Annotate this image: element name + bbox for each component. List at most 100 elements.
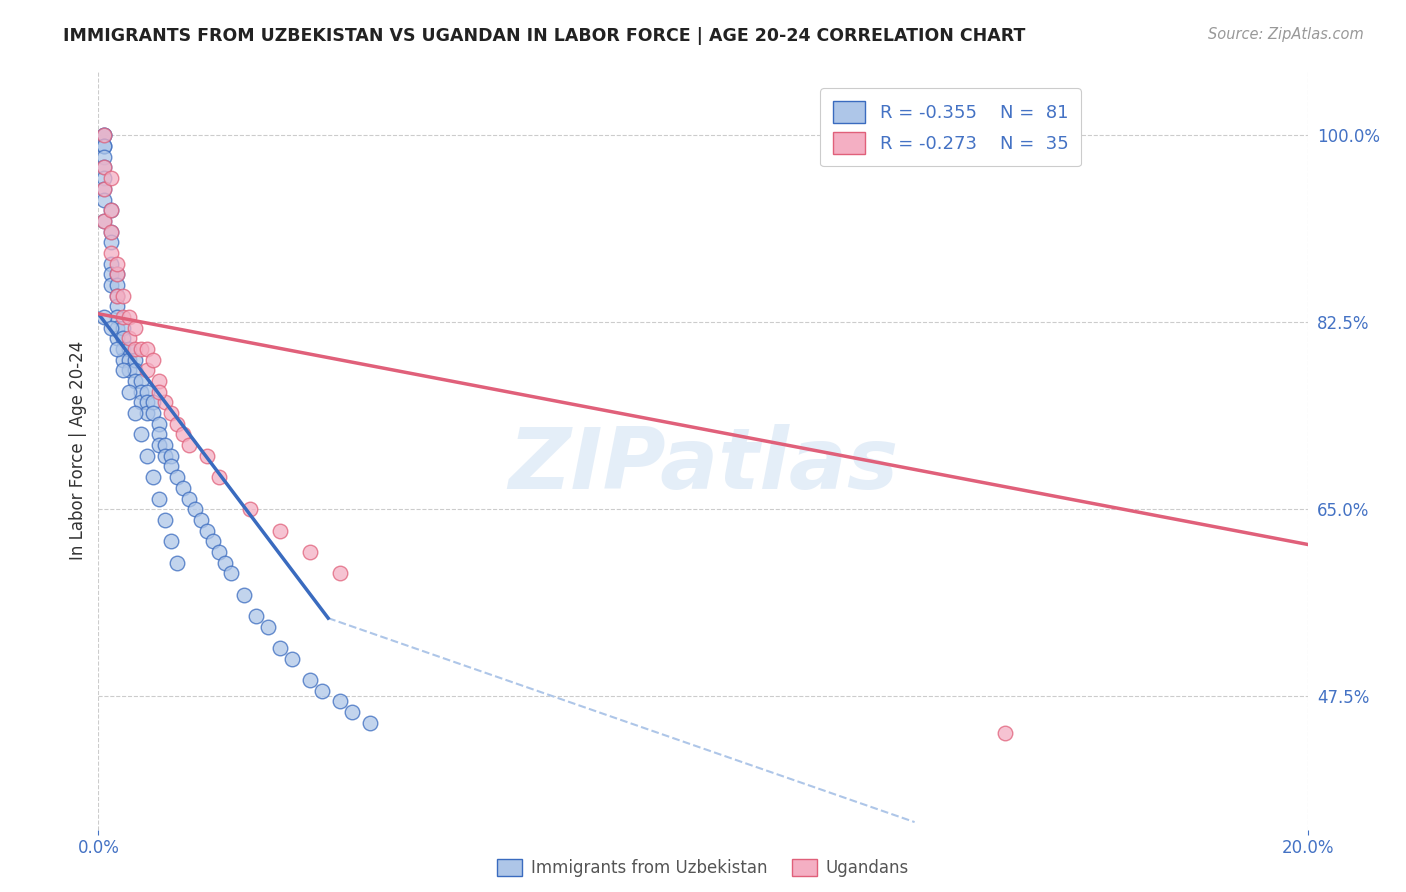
Point <box>142 395 165 409</box>
Point <box>93 161 115 175</box>
Point <box>93 171 115 186</box>
Point <box>100 246 122 260</box>
Point <box>172 481 194 495</box>
Point <box>994 726 1017 740</box>
Point <box>153 438 176 452</box>
Point <box>93 161 115 175</box>
Point <box>105 342 128 356</box>
Point <box>118 310 141 324</box>
Point <box>93 128 115 143</box>
Point <box>105 267 128 281</box>
Point <box>93 182 115 196</box>
Point <box>135 406 157 420</box>
Point <box>142 352 165 367</box>
Point <box>166 417 188 431</box>
Point <box>299 673 322 687</box>
Point <box>100 235 122 250</box>
Point <box>269 524 291 538</box>
Point <box>118 331 141 345</box>
Point <box>202 534 225 549</box>
Point <box>148 417 170 431</box>
Legend: R = -0.355    N =  81, R = -0.273    N =  35: R = -0.355 N = 81, R = -0.273 N = 35 <box>820 88 1081 166</box>
Text: IMMIGRANTS FROM UZBEKISTAN VS UGANDAN IN LABOR FORCE | AGE 20-24 CORRELATION CHA: IMMIGRANTS FROM UZBEKISTAN VS UGANDAN IN… <box>63 27 1025 45</box>
Point <box>129 427 152 442</box>
Point <box>93 139 115 153</box>
Point <box>100 171 122 186</box>
Point <box>214 556 236 570</box>
Point <box>142 470 165 484</box>
Point <box>135 363 157 377</box>
Point <box>232 588 254 602</box>
Point <box>245 609 267 624</box>
Point <box>148 438 170 452</box>
Point <box>160 406 183 420</box>
Point <box>329 566 352 581</box>
Point <box>195 449 218 463</box>
Point <box>142 406 165 420</box>
Point <box>124 320 146 334</box>
Point <box>160 459 183 474</box>
Point <box>256 620 278 634</box>
Point <box>100 277 122 292</box>
Point <box>105 288 128 302</box>
Point <box>118 342 141 356</box>
Point <box>100 225 122 239</box>
Point <box>129 384 152 399</box>
Point <box>148 384 170 399</box>
Point <box>118 384 141 399</box>
Point <box>299 545 322 559</box>
Point <box>93 182 115 196</box>
Point <box>129 395 152 409</box>
Point <box>281 651 304 665</box>
Point <box>124 363 146 377</box>
Point <box>153 449 176 463</box>
Point <box>269 640 291 655</box>
Point <box>111 320 134 334</box>
Point <box>105 288 128 302</box>
Point <box>124 374 146 388</box>
Point <box>239 502 262 516</box>
Point <box>111 363 134 377</box>
Point <box>111 342 134 356</box>
Point <box>195 524 218 538</box>
Point <box>111 352 134 367</box>
Point <box>93 214 115 228</box>
Point <box>124 406 146 420</box>
Point <box>105 267 128 281</box>
Point <box>100 320 122 334</box>
Point <box>93 310 115 324</box>
Point <box>105 299 128 313</box>
Point <box>93 193 115 207</box>
Point <box>118 352 141 367</box>
Point <box>135 384 157 399</box>
Point <box>190 513 212 527</box>
Point <box>172 427 194 442</box>
Point <box>129 342 152 356</box>
Point <box>124 342 146 356</box>
Point <box>135 342 157 356</box>
Point <box>118 363 141 377</box>
Y-axis label: In Labor Force | Age 20-24: In Labor Force | Age 20-24 <box>69 341 87 560</box>
Point <box>221 566 243 581</box>
Point <box>311 683 333 698</box>
Point <box>111 288 134 302</box>
Point <box>160 449 183 463</box>
Point <box>105 320 128 334</box>
Text: Source: ZipAtlas.com: Source: ZipAtlas.com <box>1208 27 1364 42</box>
Point <box>124 352 146 367</box>
Point <box>208 545 231 559</box>
Point <box>93 139 115 153</box>
Point <box>111 331 134 345</box>
Point <box>148 427 170 442</box>
Point <box>100 203 122 218</box>
Point <box>93 150 115 164</box>
Point <box>105 331 128 345</box>
Point <box>184 502 207 516</box>
Point <box>179 491 201 506</box>
Point <box>360 715 382 730</box>
Point <box>153 513 176 527</box>
Point <box>100 256 122 270</box>
Point <box>166 556 188 570</box>
Point <box>160 534 183 549</box>
Point <box>166 470 188 484</box>
